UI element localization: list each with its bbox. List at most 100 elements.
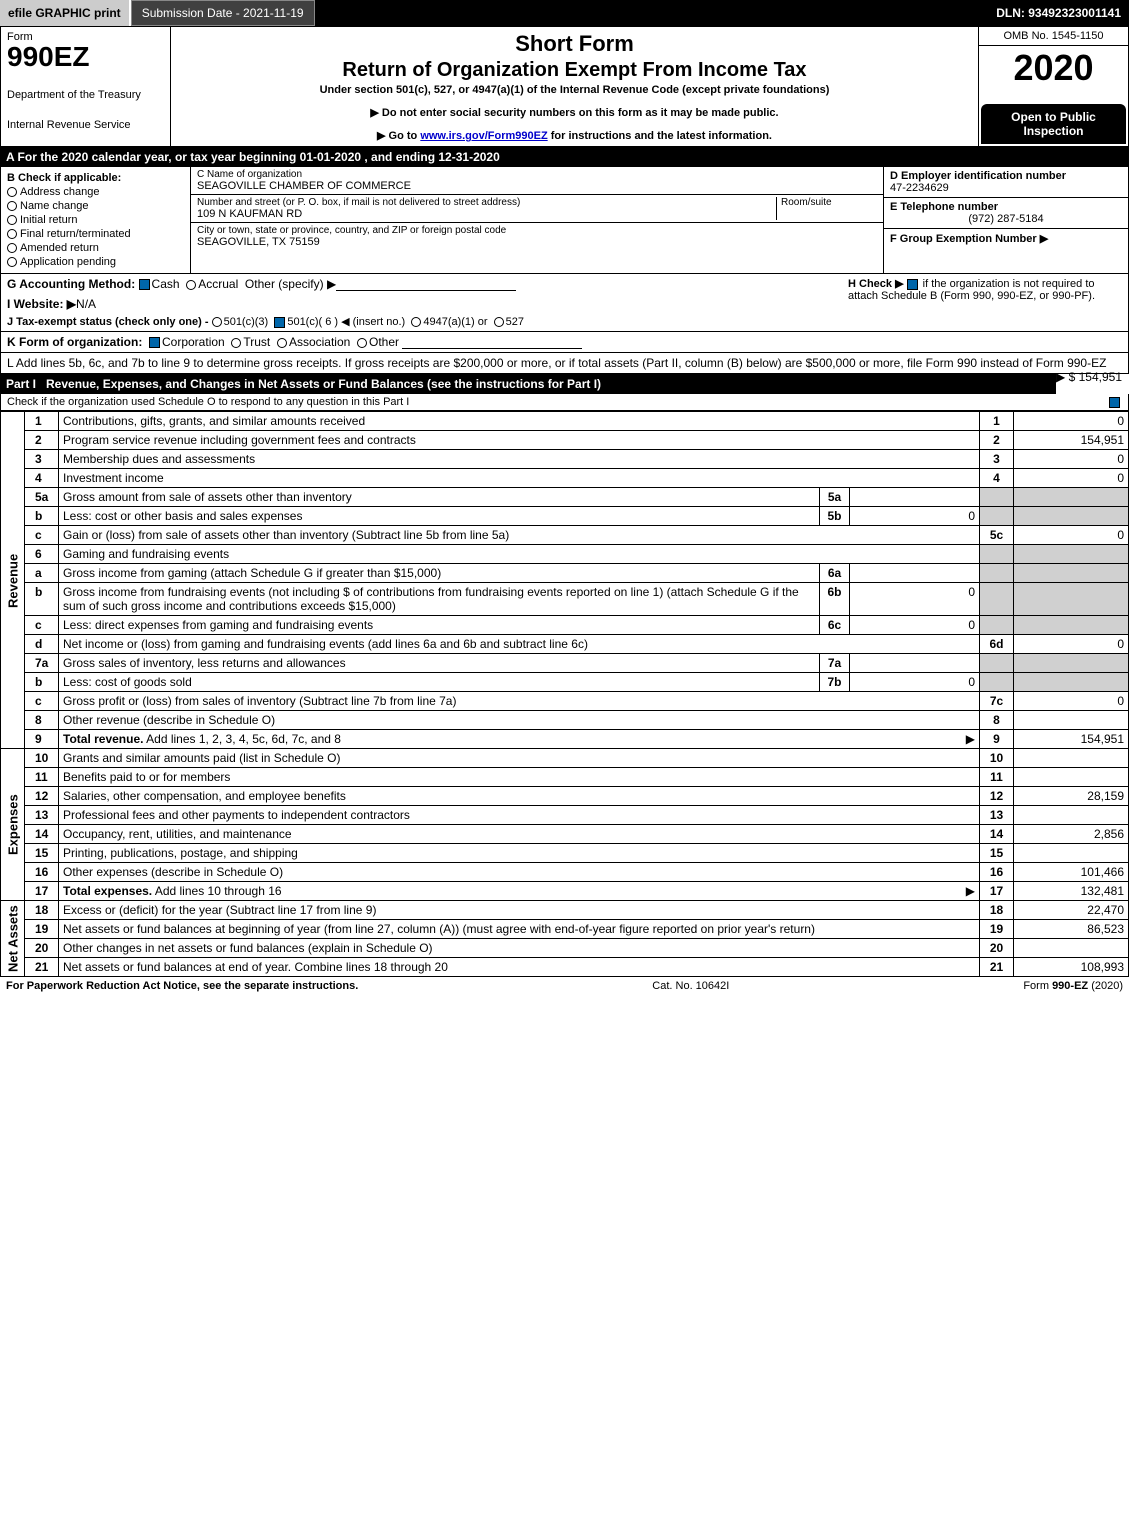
row-14: 14 Occupancy, rent, utilities, and maint…	[1, 825, 1129, 844]
line-k: K Form of organization: Corporation Trus…	[0, 332, 1129, 353]
row-20: 20 Other changes in net assets or fund b…	[1, 939, 1129, 958]
total-exp-label: Total expenses.	[63, 884, 152, 898]
row-2: 2 Program service revenue including gove…	[1, 431, 1129, 450]
form-title: Return of Organization Exempt From Incom…	[177, 59, 972, 82]
checkbox-association[interactable]	[277, 338, 287, 348]
line-j: J Tax-exempt status (check only one) - 5…	[7, 315, 842, 328]
checkbox-527[interactable]	[494, 317, 504, 327]
group-block: F Group Exemption Number ▶	[884, 229, 1128, 248]
line-h: H Check ▶ if the organization is not req…	[842, 277, 1122, 328]
row-6d: d Net income or (loss) from gaming and f…	[1, 635, 1129, 654]
row-11: 11 Benefits paid to or for members 11	[1, 768, 1129, 787]
checkbox-501c[interactable]	[274, 317, 285, 328]
checkbox-4947[interactable]	[411, 317, 421, 327]
h-label: H Check ▶	[848, 278, 904, 290]
part-1-sub: Check if the organization used Schedule …	[0, 394, 1129, 411]
other-specify-field[interactable]	[336, 279, 516, 291]
ln-1: 1	[25, 412, 59, 431]
city-label: City or town, state or province, country…	[197, 225, 877, 236]
g-label: G Accounting Method:	[7, 277, 135, 291]
org-name: SEAGOVILLE CHAMBER OF COMMERCE	[197, 180, 877, 192]
checkbox-name-change[interactable]: Name change	[7, 200, 184, 212]
checkbox-accrual[interactable]	[186, 280, 196, 290]
row-5a: 5a Gross amount from sale of assets othe…	[1, 488, 1129, 507]
checkbox-501c3[interactable]	[212, 317, 222, 327]
row-8: 8 Other revenue (describe in Schedule O)…	[1, 711, 1129, 730]
side-net-assets: Net Assets	[1, 901, 25, 977]
side-expenses: Expenses	[1, 749, 25, 901]
row-21: 21 Net assets or fund balances at end of…	[1, 958, 1129, 977]
arrow-icon	[966, 732, 975, 746]
box-c: C Name of organization SEAGOVILLE CHAMBE…	[191, 167, 883, 273]
row-6b: b Gross income from fundraising events (…	[1, 583, 1129, 616]
form-header: Form 990EZ Department of the Treasury In…	[0, 26, 1129, 147]
other-org-field[interactable]	[402, 337, 582, 349]
line-a-bar: A For the 2020 calendar year, or tax yea…	[0, 147, 1129, 167]
row-7a: 7a Gross sales of inventory, less return…	[1, 654, 1129, 673]
row-12: 12 Salaries, other compensation, and emp…	[1, 787, 1129, 806]
notice-2: ▶ Go to www.irs.gov/Form990EZ for instru…	[177, 129, 972, 142]
room-label: Room/suite	[781, 197, 877, 208]
line-g-h: G Accounting Method: Cash Accrual Other …	[0, 274, 1129, 332]
street-label: Number and street (or P. O. box, if mail…	[197, 197, 772, 208]
info-grid: B Check if applicable: Address change Na…	[0, 167, 1129, 274]
line-g: G Accounting Method: Cash Accrual Other …	[7, 277, 842, 328]
notice-1: ▶ Do not enter social security numbers o…	[177, 106, 972, 119]
checkbox-initial-return[interactable]: Initial return	[7, 214, 184, 226]
street-row: Number and street (or P. O. box, if mail…	[191, 195, 883, 223]
l-text: L Add lines 5b, 6c, and 7b to line 9 to …	[7, 356, 1106, 370]
efile-print-button[interactable]: efile GRAPHIC print	[0, 0, 131, 26]
checkbox-corporation[interactable]	[149, 337, 160, 348]
checkbox-trust[interactable]	[231, 338, 241, 348]
form-number: 990EZ	[7, 43, 164, 71]
l-value: ▶ $ 154,951	[1056, 370, 1122, 384]
street: 109 N KAUFMAN RD	[197, 208, 772, 220]
checkbox-schedule-o[interactable]	[1109, 397, 1120, 408]
ein: 47-2234629	[890, 182, 949, 194]
row-5b: b Less: cost or other basis and sales ex…	[1, 507, 1129, 526]
cash-label: Cash	[152, 277, 180, 291]
tel-label: E Telephone number	[890, 201, 998, 213]
top-bar: efile GRAPHIC print Submission Date - 20…	[0, 0, 1129, 26]
tel-block: E Telephone number (972) 287-5184	[884, 198, 1128, 229]
row-6c: c Less: direct expenses from gaming and …	[1, 616, 1129, 635]
checkbox-application-pending[interactable]: Application pending	[7, 256, 184, 268]
footer-cat: Cat. No. 10642I	[652, 980, 729, 992]
footer-left: For Paperwork Reduction Act Notice, see …	[6, 980, 358, 992]
k-label: K Form of organization:	[7, 335, 142, 349]
notice-2-post: for instructions and the latest informat…	[548, 130, 772, 142]
short-form-title: Short Form	[177, 31, 972, 57]
ein-block: D Employer identification number 47-2234…	[884, 167, 1128, 198]
footer-form: Form 990-EZ (2020)	[1023, 980, 1123, 992]
row-15: 15 Printing, publications, postage, and …	[1, 844, 1129, 863]
box-b: B Check if applicable: Address change Na…	[1, 167, 191, 273]
page-footer: For Paperwork Reduction Act Notice, see …	[0, 977, 1129, 995]
part-1-header: Part I Revenue, Expenses, and Changes in…	[0, 374, 1056, 394]
city-row: City or town, state or province, country…	[191, 223, 883, 250]
row-3: 3 Membership dues and assessments 3 0	[1, 450, 1129, 469]
line-l: L Add lines 5b, 6c, and 7b to line 9 to …	[0, 353, 1129, 374]
side-revenue: Revenue	[1, 412, 25, 749]
checkbox-final-return[interactable]: Final return/terminated	[7, 228, 184, 240]
other-label: Other (specify) ▶	[245, 277, 336, 291]
i-label: I Website: ▶	[7, 297, 76, 311]
submission-date-button[interactable]: Submission Date - 2021-11-19	[131, 0, 315, 26]
irs-link[interactable]: www.irs.gov/Form990EZ	[420, 130, 547, 142]
dln-label: DLN: 93492323001141	[988, 0, 1129, 26]
org-name-label: C Name of organization	[197, 169, 877, 180]
header-center: Short Form Return of Organization Exempt…	[171, 27, 978, 146]
checkbox-amended-return[interactable]: Amended return	[7, 242, 184, 254]
checkbox-schedule-b[interactable]	[907, 279, 918, 290]
checkbox-address-change[interactable]: Address change	[7, 186, 184, 198]
val-1: 0	[1014, 412, 1129, 431]
checkbox-cash[interactable]	[139, 279, 150, 290]
part-1-sub-text: Check if the organization used Schedule …	[7, 396, 409, 408]
notice-2-pre: ▶ Go to	[377, 130, 420, 142]
tax-year: 2020	[979, 46, 1128, 102]
form-subtitle: Under section 501(c), 527, or 4947(a)(1)…	[177, 84, 972, 96]
row-6: 6 Gaming and fundraising events	[1, 545, 1129, 564]
checkbox-other-org[interactable]	[357, 338, 367, 348]
row-9: 9 Total revenue. Total revenue. Add line…	[1, 730, 1129, 749]
row-18: Net Assets 18 Excess or (deficit) for th…	[1, 901, 1129, 920]
dept-irs: Internal Revenue Service	[7, 119, 164, 131]
